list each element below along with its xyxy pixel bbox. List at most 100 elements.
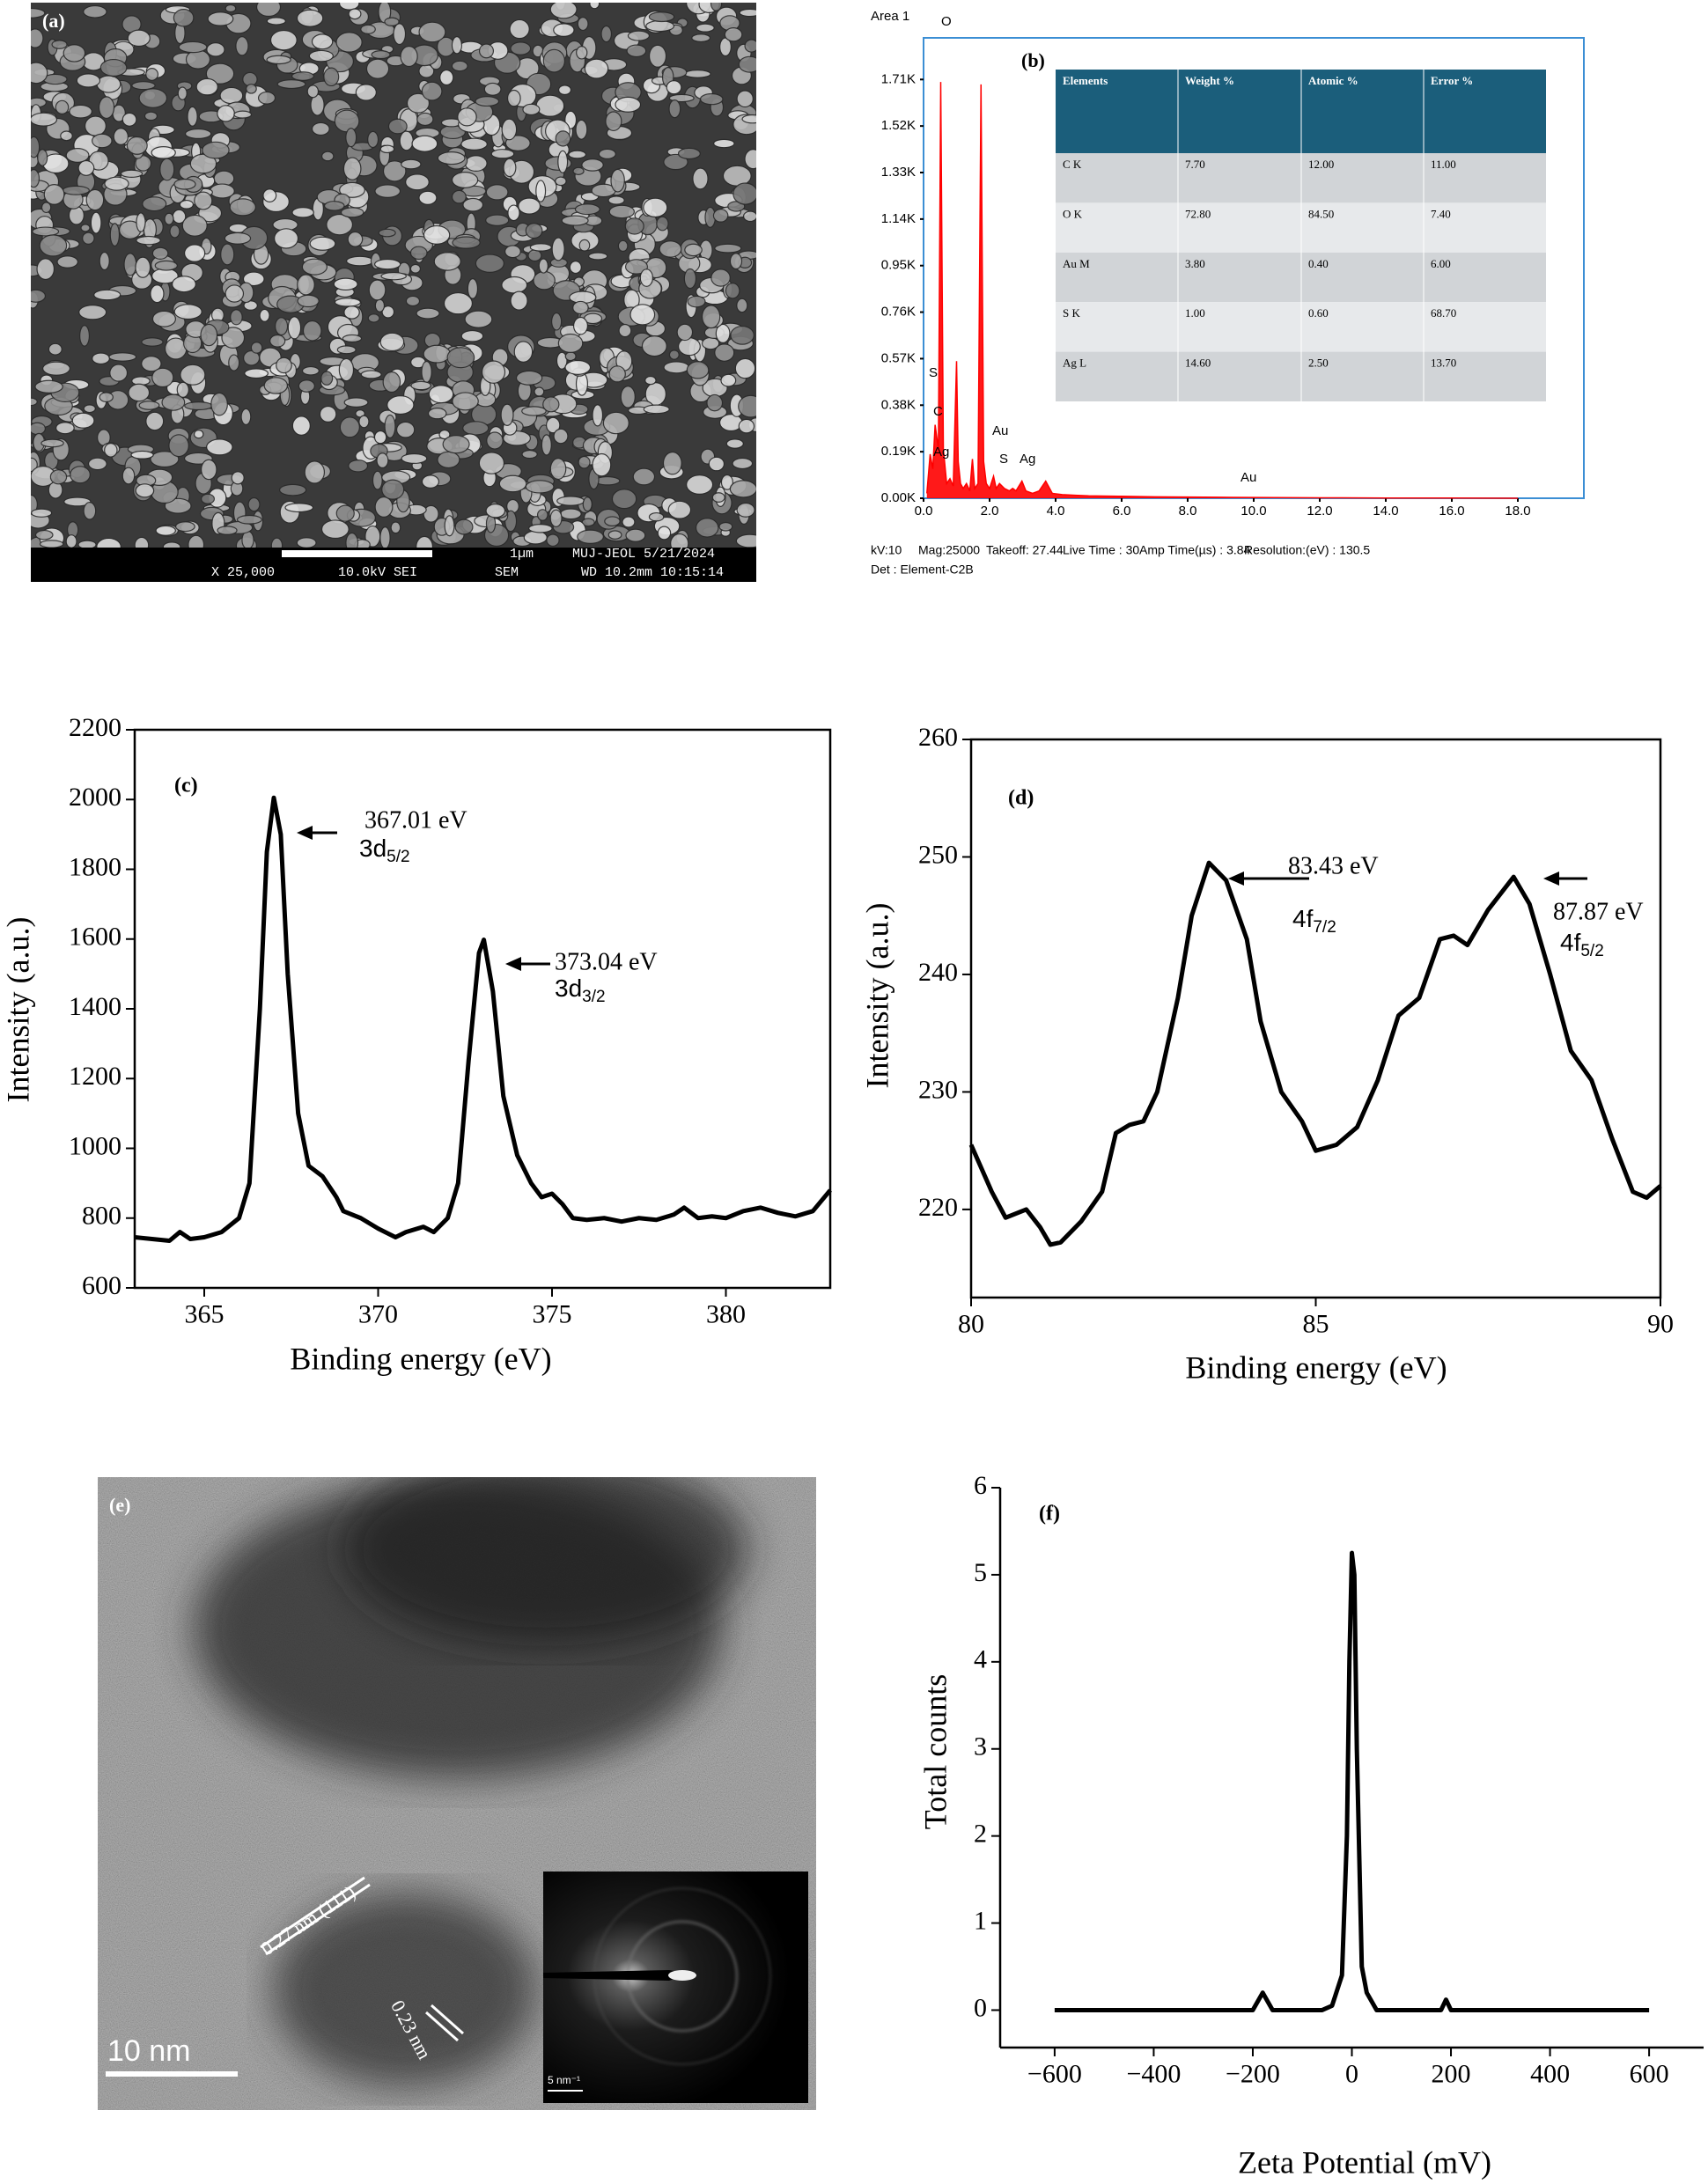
y-tick-label: 5: [974, 1558, 987, 1587]
sem-grain: [712, 209, 729, 223]
sem-grain: [666, 80, 682, 95]
sem-grain: [345, 128, 357, 148]
sem-grain: [92, 133, 113, 149]
sem-grain: [63, 496, 92, 507]
sem-grain: [720, 373, 737, 387]
sem-grain: [648, 11, 675, 23]
sem-grain: [551, 237, 565, 261]
sem-grain: [65, 148, 90, 163]
sem-grain: [632, 467, 656, 486]
sem-grain: [32, 226, 60, 237]
sem-grain: [31, 62, 48, 85]
sem-grain: [130, 450, 154, 460]
data-line: [134, 795, 832, 1244]
sem-grain: [699, 92, 724, 106]
spectrum-header: Area 1: [871, 9, 909, 24]
annotation-orbital: 4f5/2: [1560, 929, 1604, 960]
sem-grain: [738, 394, 756, 418]
sem-grain: [161, 393, 186, 411]
sem-grain: [243, 349, 261, 366]
sem-grain: [620, 386, 636, 408]
sem-grain: [311, 121, 330, 136]
sem-grain: [416, 112, 434, 127]
x-tick-label: 14.0: [1373, 504, 1398, 518]
saed-background: [543, 1871, 808, 2103]
sem-grain: [574, 203, 600, 216]
sem-grain: [181, 214, 208, 237]
table-cell: 0.40: [1308, 257, 1329, 270]
annotation-arrowhead: [1228, 871, 1244, 886]
sem-grain: [405, 295, 421, 307]
sem-grain: [348, 8, 362, 20]
y-tick-label: 1600: [69, 923, 121, 952]
sem-grain: [82, 232, 95, 245]
beam-stop: [543, 1970, 691, 1981]
sem-grain: [485, 184, 509, 201]
x-tick-label: 400: [1530, 2059, 1570, 2088]
sem-grain: [371, 50, 391, 60]
sem-grain: [410, 380, 431, 391]
sem-grain: [266, 17, 286, 26]
sem-grain: [401, 452, 428, 464]
sem-grain: [126, 136, 148, 155]
sem-grain: [454, 518, 474, 535]
peak-label: Ag: [1020, 452, 1035, 467]
sem-grain: [423, 224, 451, 245]
sem-grain: [109, 364, 129, 382]
sem-grain: [367, 130, 379, 149]
sem-grain: [136, 235, 161, 246]
acquisition-info: Takeoff: 27.44: [986, 543, 1064, 557]
sem-grain: [368, 279, 387, 301]
sem-grain: [323, 67, 340, 87]
table-header-cell: Atomic %: [1308, 74, 1358, 87]
sem-grain: [739, 8, 756, 18]
sem-grain: [478, 43, 495, 59]
sem-grain: [168, 434, 189, 458]
orbital-name: 4f: [1292, 905, 1314, 932]
sem-grain: [648, 511, 665, 522]
sem-grain: [610, 168, 625, 193]
sem-grain: [713, 138, 735, 149]
table-cell: 11.00: [1431, 158, 1456, 171]
sem-grain: [535, 180, 547, 202]
table-header-cell: Weight %: [1185, 74, 1234, 87]
sem-grain: [577, 529, 604, 544]
x-tick-label: 600: [1630, 2059, 1669, 2088]
sem-grain: [233, 110, 253, 119]
inset-scale-label: 5 nm⁻¹: [548, 2074, 580, 2086]
sem-grain: [259, 308, 270, 322]
table-cell: 1.00: [1185, 306, 1205, 320]
sem-grain: [691, 33, 711, 43]
sem-grain: [274, 228, 299, 249]
sem-grain: [266, 55, 291, 65]
sem-grain: [641, 335, 667, 357]
sem-grain: [78, 305, 107, 320]
sem-grain: [521, 449, 538, 460]
sem-grain: [164, 212, 174, 225]
sem-grain: [63, 44, 86, 63]
sem-grain: [525, 480, 555, 494]
sem-grain: [542, 48, 566, 73]
sem-grain: [138, 401, 160, 410]
sem-grain: [83, 502, 97, 520]
sem-grain: [83, 4, 107, 18]
sem-grain: [527, 249, 542, 262]
sem-grain: [169, 224, 180, 239]
sem-grain: [40, 202, 52, 214]
panel-label: (c): [174, 775, 198, 798]
sem-grain: [738, 55, 756, 73]
sem-grain: [729, 480, 756, 498]
sem-grain: [506, 89, 521, 107]
y-tick-label: 0: [974, 1993, 987, 2022]
sem-grain: [298, 379, 315, 393]
sem-grain: [80, 224, 91, 232]
sem-grain: [475, 254, 504, 273]
sem-grain: [360, 370, 382, 379]
sem-grain: [333, 277, 358, 290]
sem-grain: [70, 466, 91, 484]
sem-grain: [561, 215, 589, 226]
sem-grain: [245, 84, 257, 94]
sem-grain: [231, 471, 245, 485]
tem-scale-bar: [106, 2071, 238, 2077]
sem-grain: [320, 519, 350, 540]
